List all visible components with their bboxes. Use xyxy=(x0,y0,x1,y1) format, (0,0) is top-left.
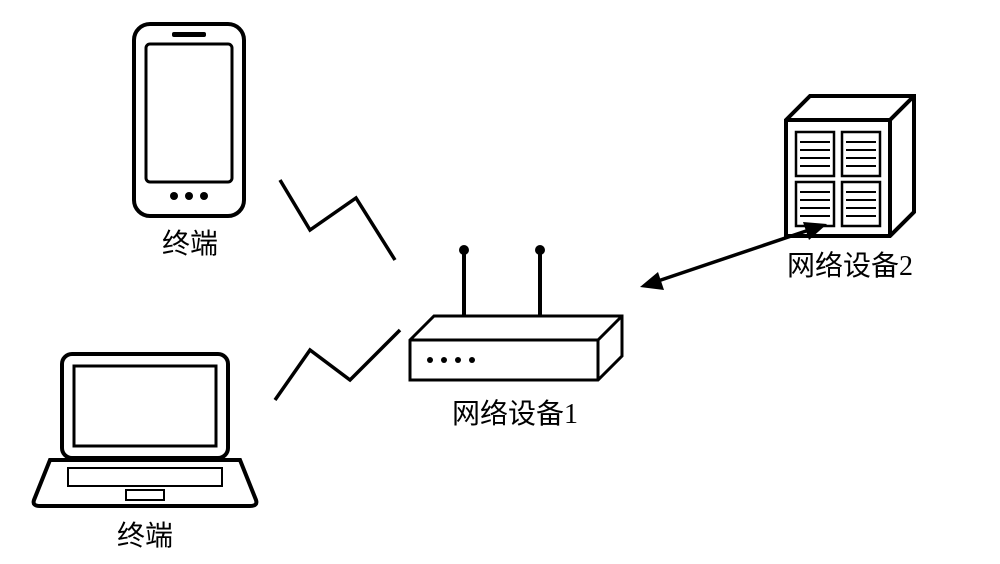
edge-router-server xyxy=(640,222,827,290)
edge-laptop-router xyxy=(275,330,400,400)
edge-phone-router xyxy=(280,180,395,260)
connections xyxy=(0,0,1000,564)
diagram-canvas: 终端 终端 网络设备1 xyxy=(0,0,1000,564)
